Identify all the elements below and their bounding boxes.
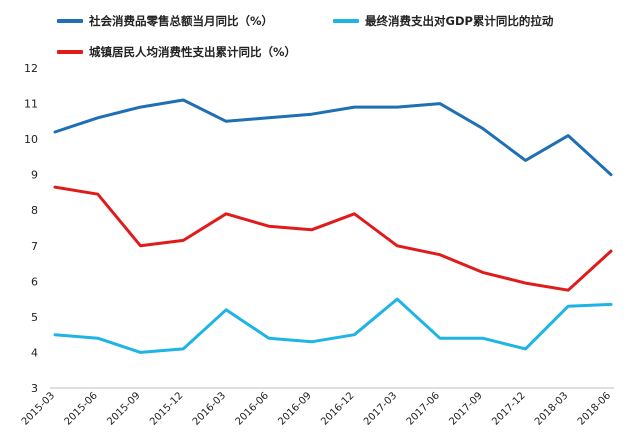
- x-tick-label: 2016-09: [276, 390, 313, 427]
- x-tick-label: 2015-03: [20, 390, 57, 427]
- x-tick-label: 2017-09: [447, 390, 484, 427]
- legend-label-urban-spending: 城镇居民人均消费性支出累计同比（%）: [89, 45, 297, 59]
- y-tick-label: 3: [31, 382, 38, 395]
- legend-swatch-urban-spending: [57, 50, 83, 54]
- legend-swatch-consumption-contribution: [333, 19, 359, 23]
- y-tick-label: 7: [31, 240, 38, 253]
- y-tick-label: 5: [31, 311, 38, 324]
- legend-swatch-retail-sales: [57, 19, 83, 23]
- legend-item-consumption-contribution: 最终消费支出对GDP累计同比的拉动: [333, 13, 553, 29]
- series-line-2: [53, 185, 613, 292]
- legend-item-urban-spending: 城镇居民人均消费性支出累计同比（%）: [57, 44, 296, 60]
- y-tick-label: 4: [31, 346, 38, 359]
- x-tick-label: 2015-12: [148, 390, 185, 427]
- y-tick-label: 8: [31, 204, 38, 217]
- legend-label-retail-sales: 社会消费品零售总额当月同比（%）: [89, 14, 274, 28]
- series-line-1: [53, 297, 613, 354]
- y-tick-label: 11: [24, 98, 38, 111]
- x-tick-label: 2016-03: [191, 390, 228, 427]
- x-tick-label: 2016-06: [234, 390, 271, 427]
- x-tick-label: 2016-12: [319, 390, 356, 427]
- legend-label-consumption-contribution: 最终消费支出对GDP累计同比的拉动: [365, 14, 554, 28]
- x-tick-label: 2017-12: [490, 390, 527, 427]
- x-tick-label: 2015-06: [63, 390, 100, 427]
- y-tick-label: 6: [31, 275, 38, 288]
- y-tick-label: 9: [31, 169, 38, 182]
- x-tick-label: 2015-09: [105, 390, 142, 427]
- legend-item-retail-sales: 社会消费品零售总额当月同比（%）: [57, 13, 273, 29]
- x-tick-label: 2018-03: [533, 390, 570, 427]
- y-tick-label: 10: [24, 133, 38, 146]
- x-tick-label: 2018-06: [576, 390, 613, 427]
- x-tick-label: 2017-03: [362, 390, 399, 427]
- x-tick-label: 2017-06: [405, 390, 442, 427]
- series-line-0: [53, 98, 613, 177]
- y-tick-label: 12: [24, 62, 38, 75]
